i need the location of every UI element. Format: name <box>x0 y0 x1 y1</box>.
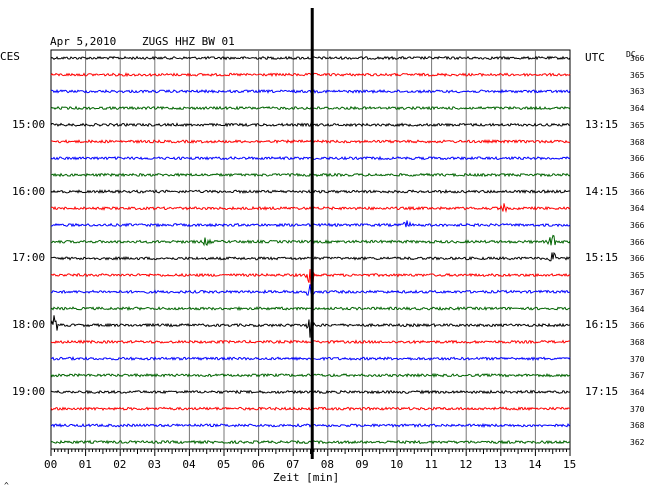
left-time-label: 18:00 <box>12 318 46 332</box>
dc-value: 366 <box>630 254 645 264</box>
footer-glyph: ^ <box>4 481 9 490</box>
left-time-label: 17:00 <box>12 251 46 265</box>
dc-value: 368 <box>630 337 645 347</box>
dc-value: 366 <box>630 154 645 164</box>
dc-value: 366 <box>630 221 645 230</box>
trace-row <box>50 406 571 412</box>
dc-value: 364 <box>630 204 645 214</box>
trace-row <box>50 389 571 395</box>
x-tick-label: 07 <box>286 458 300 471</box>
dc-value: 362 <box>630 438 645 448</box>
dc-value: 366 <box>630 54 645 63</box>
trace-row <box>50 305 571 312</box>
plot-frame <box>50 49 571 450</box>
trace-row <box>50 139 571 144</box>
x-tick-label: 10 <box>390 458 404 471</box>
trace-row <box>50 203 571 213</box>
trace-row <box>50 355 571 362</box>
dc-value: 364 <box>630 104 645 114</box>
x-axis-label: Zeit [min] <box>273 471 340 484</box>
x-tick-label: 06 <box>251 458 265 471</box>
left-time-label: 16:00 <box>12 184 46 198</box>
trace-row <box>50 234 571 247</box>
trace-row <box>50 172 571 178</box>
dc-value: 364 <box>630 304 645 314</box>
dc-value: 366 <box>630 321 645 331</box>
trace-row <box>50 422 571 428</box>
trace-row <box>50 55 571 61</box>
dc-value: 364 <box>630 388 645 397</box>
dc-value: 370 <box>630 354 645 364</box>
chart-date: Apr 5,2010 <box>50 35 117 48</box>
x-tick-label: 14 <box>528 458 542 471</box>
trace-row <box>50 439 571 445</box>
trace-row <box>50 122 570 128</box>
right-time-label: UTC <box>585 51 605 64</box>
trace-row <box>50 269 571 287</box>
trace-row <box>50 251 571 262</box>
x-tick-label: 04 <box>182 458 196 471</box>
dc-value: 366 <box>630 237 645 247</box>
dc-value: 365 <box>630 120 645 130</box>
dc-value: 367 <box>630 287 645 297</box>
trace-row <box>50 105 571 111</box>
x-tick-label: 12 <box>459 458 473 471</box>
x-tick-label: 08 <box>320 458 335 471</box>
trace-row <box>50 339 571 345</box>
dc-value: 366 <box>630 170 645 180</box>
left-time-label: 15:00 <box>12 117 46 131</box>
right-time-label: 13:15 <box>585 117 619 131</box>
dc-value: 365 <box>630 70 645 80</box>
x-tick-label: 05 <box>217 458 231 471</box>
x-tick-label: 02 <box>113 458 127 471</box>
dc-value: 367 <box>630 371 645 381</box>
trace-row <box>50 72 571 78</box>
dc-value: 370 <box>630 404 645 414</box>
x-tick-label: 01 <box>78 458 92 471</box>
dc-value: 366 <box>630 187 645 197</box>
right-time-label: 17:15 <box>585 385 619 398</box>
trace-row <box>50 372 571 378</box>
trace-row <box>50 315 571 338</box>
x-tick-label: 13 <box>493 458 508 471</box>
trace-row <box>50 155 571 161</box>
trace-row <box>50 189 571 195</box>
chart-station: ZUGS HHZ BW 01 <box>142 35 235 48</box>
left-time-label: 19:00 <box>12 385 46 398</box>
trace-row <box>51 220 571 228</box>
dc-header-label: DC <box>626 50 636 59</box>
x-tick-label: 11 <box>424 458 438 471</box>
right-time-label: 15:15 <box>585 251 619 265</box>
x-tick-label: 00 <box>44 458 58 471</box>
dc-value: 363 <box>630 87 645 97</box>
x-tick-label: 15 <box>563 458 577 471</box>
dc-value: 368 <box>630 421 645 431</box>
trace-row <box>50 284 571 296</box>
dc-value: 368 <box>630 137 645 147</box>
x-tick-label: 09 <box>355 458 369 471</box>
right-time-label: 14:15 <box>585 184 619 198</box>
x-tick-label: 03 <box>147 458 162 471</box>
left-timezone-label: CES <box>0 50 20 63</box>
trace-row <box>50 88 571 94</box>
right-time-label: 16:15 <box>585 318 619 332</box>
dc-value: 365 <box>630 271 645 281</box>
